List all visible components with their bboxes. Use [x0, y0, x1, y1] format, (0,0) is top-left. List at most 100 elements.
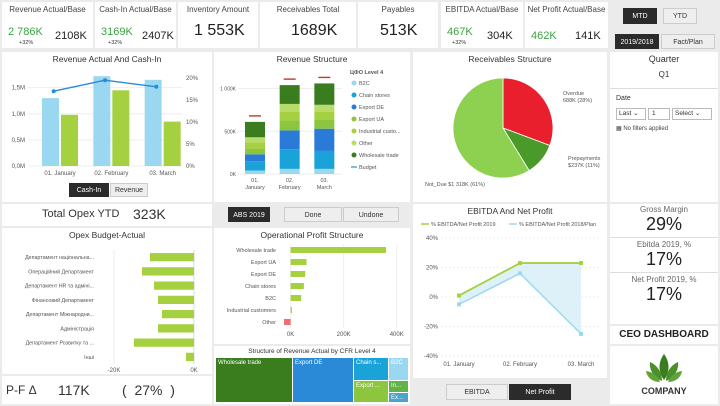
kpi-revenue-card[interactable]: Revenue Actual/Base 2 786K +32% 2108K	[2, 2, 93, 48]
kpi-inventory-card[interactable]: Inventory Amount 1 553K	[178, 2, 258, 48]
y-tick-label: Wholesale trade	[236, 248, 276, 254]
kpi-value: 1 553K	[194, 22, 245, 39]
y-tick-label: 500K	[224, 129, 236, 135]
y-tick-label: Департамент Міжнародни...	[26, 312, 94, 318]
bar-cashin	[61, 114, 78, 166]
revenue-cashin-chart: Revenue Actual And Cash-In 0,0M 0,5M 1,0M 1…	[2, 52, 212, 202]
bar-cashin	[163, 121, 181, 166]
stack-segment	[314, 83, 335, 105]
y-tick-label: Chain stores	[245, 284, 276, 290]
y-tick-label: Industrial customers	[227, 308, 276, 314]
line-point	[579, 261, 583, 266]
y-tick-label: Export DE	[251, 272, 276, 278]
kpi-title: Receivables Total	[276, 5, 340, 14]
treemap-tile-industrial[interactable]: In...	[389, 381, 408, 392]
kpi-netprofit-card[interactable]: Net Profit Actual/Base 462K 141K	[525, 2, 608, 48]
pf-value: 117K	[58, 382, 90, 398]
stack-segment	[314, 111, 335, 120]
date-count-input[interactable]: 1	[648, 108, 670, 120]
line-point	[457, 293, 461, 298]
quarter-slicer-value[interactable]: Q1	[658, 70, 670, 79]
cashin-toggle-button[interactable]: Cash-In	[69, 183, 109, 197]
x-tick-label: 03. March	[568, 362, 595, 368]
kpi-payables-card[interactable]: Payables 513K	[358, 2, 438, 48]
ceo-title-card: CEO DASHBOARD	[610, 326, 718, 344]
y-tick-label: Департамент HR та адміні...	[25, 284, 94, 290]
pie-label: Overdue	[563, 91, 584, 97]
stack-segment	[245, 170, 265, 174]
chevron-down-icon: ⌄	[633, 110, 639, 117]
treemap-tile-chain-stores[interactable]: Chain s...	[354, 358, 388, 380]
treemap-tile-export-de[interactable]: Export DE	[293, 358, 353, 402]
mtd-button[interactable]: MTD	[623, 8, 657, 24]
kpi-ebitda-card[interactable]: EBITDA Actual/Base 467K +32% 304K	[441, 2, 523, 48]
x-tick-label: March	[317, 185, 332, 191]
kpi-receivables-card[interactable]: Receivables Total 1689K	[260, 2, 356, 48]
stack-segment	[245, 142, 265, 149]
undone-button[interactable]: Undone	[343, 207, 399, 222]
kpi-delta: +32%	[452, 40, 467, 46]
y-tick-label: Інші	[84, 355, 94, 361]
divider	[610, 237, 718, 238]
ebitda-button[interactable]: EBITDA	[446, 384, 508, 400]
net-profit-pct-title: Net Profit 2019, %	[631, 275, 697, 284]
x-tick-label: 02. February	[503, 362, 537, 368]
net-profit-button[interactable]: Net Profit	[509, 384, 571, 400]
x-tick-label: 0K	[190, 368, 197, 374]
x-tick-label: 01. January	[443, 362, 474, 368]
bar	[290, 247, 387, 253]
year-2019-2018-button[interactable]: 2019/2018	[615, 34, 659, 49]
ytd-button[interactable]: YTD	[663, 8, 697, 24]
legend-title: ЦФО Level 4	[350, 70, 384, 76]
done-button[interactable]: Done	[284, 207, 342, 222]
ebitda-netprofit-chart: EBITDA And Net Profit % EBITDA/Net Profi…	[413, 204, 607, 378]
legend-label: Chain stores	[359, 93, 390, 99]
stack-segment	[279, 85, 300, 104]
bar	[290, 271, 306, 277]
treemap-tile-other[interactable]: Ex...	[389, 393, 408, 402]
treemap-tile-b2c[interactable]: B2C	[389, 358, 408, 380]
legend-label: Other	[359, 141, 373, 147]
calendar-icon: ▦	[616, 126, 622, 132]
pie-label: 688K (28%)	[563, 98, 592, 104]
chart-title: Revenue Actual And Cash-In	[52, 54, 162, 64]
line-point	[103, 78, 107, 83]
stack-segment	[314, 119, 335, 129]
x-tick-label: 01.	[251, 178, 259, 184]
stack-segment	[245, 154, 265, 162]
date-last-dropdown[interactable]: Last ⌄	[616, 108, 646, 120]
opex-total-card[interactable]: Total Opex YTD 323K	[2, 204, 212, 226]
legend-label: % EBITDA/Net Profit 2018/Plan	[519, 222, 596, 228]
date-unit-dropdown[interactable]: Select ⌄	[672, 108, 712, 120]
abs-2019-button[interactable]: ABS 2019	[228, 207, 270, 222]
legend-label: Budget	[359, 165, 377, 171]
kpi-cashin-card[interactable]: Cash-In Actual/Base 3169K +32% 2407K	[95, 2, 176, 48]
legend-label: Industrial custo...	[359, 129, 401, 135]
pf-pct: ( 27% )	[122, 382, 175, 398]
fact-plan-button[interactable]: Fact/Plan	[661, 34, 715, 49]
kpi-title: EBITDA Actual/Base	[445, 5, 519, 14]
pf-delta-card[interactable]: P-F Δ 117K ( 27% )	[2, 376, 212, 404]
kpi-title: Net Profit Actual/Base	[527, 5, 606, 14]
bar	[154, 281, 194, 290]
date-label: Date	[616, 95, 631, 102]
x-tick-label: 400K	[390, 332, 404, 338]
bar	[290, 259, 307, 265]
abs-toggle-panel: ABS 2019 Done Undone	[214, 204, 410, 226]
no-filters-text: No filters applied	[623, 126, 669, 132]
operational-profit-chart: Operational Profit Structure Wholesale t…	[214, 228, 410, 344]
bar	[290, 307, 292, 313]
y2-tick-label: 15%	[186, 98, 199, 104]
y-tick-label: Департамент Розвитку та ...	[26, 341, 94, 347]
x-tick-label: February	[279, 185, 301, 191]
kpi-value: 1689K	[291, 22, 338, 39]
stack-segment	[314, 150, 335, 169]
company-name: COMPANY	[641, 386, 687, 396]
revenue-toggle-button[interactable]: Revenue	[110, 183, 148, 197]
treemap-tile-wholesale[interactable]: Wholesale trade	[216, 358, 292, 402]
receivables-structure-chart: Receivables Structure Overdue 688K (28%) P…	[413, 52, 607, 202]
net-profit-pct-value: 17%	[645, 284, 683, 304]
opex-budget-plot: Департамент національна... Операційний Де…	[25, 250, 198, 374]
treemap-tile-export-ua[interactable]: Export ...	[354, 381, 388, 402]
